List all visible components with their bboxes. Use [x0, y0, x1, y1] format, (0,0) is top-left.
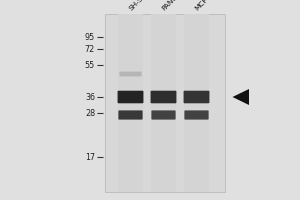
Text: SH-SY5Y: SH-SY5Y — [128, 0, 154, 12]
FancyBboxPatch shape — [152, 110, 176, 120]
Text: 36: 36 — [85, 92, 95, 102]
Text: MCF-7: MCF-7 — [194, 0, 214, 12]
FancyBboxPatch shape — [184, 110, 208, 120]
Bar — [151, 14, 176, 192]
Bar — [105, 14, 225, 192]
FancyBboxPatch shape — [119, 72, 142, 76]
FancyBboxPatch shape — [118, 91, 143, 103]
FancyBboxPatch shape — [151, 91, 176, 103]
Text: 17: 17 — [85, 152, 95, 162]
Text: 55: 55 — [85, 60, 95, 70]
Text: 95: 95 — [85, 32, 95, 42]
Polygon shape — [232, 89, 249, 105]
Bar — [118, 14, 143, 192]
Bar — [184, 14, 209, 192]
Text: 28: 28 — [85, 108, 95, 117]
FancyBboxPatch shape — [118, 110, 142, 120]
Text: 72: 72 — [85, 45, 95, 53]
Text: PANC-1: PANC-1 — [161, 0, 184, 12]
FancyBboxPatch shape — [184, 91, 209, 103]
